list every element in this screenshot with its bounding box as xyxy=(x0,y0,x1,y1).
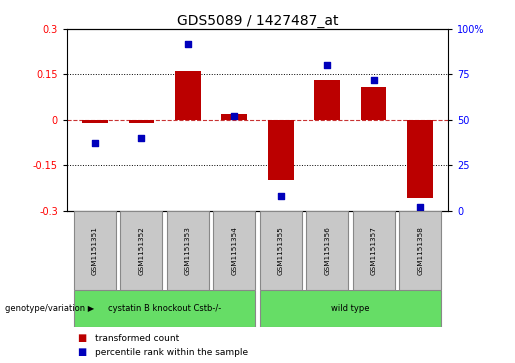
Bar xyxy=(361,86,386,120)
Text: GSM1151357: GSM1151357 xyxy=(371,226,376,275)
Bar xyxy=(399,211,441,290)
Text: transformed count: transformed count xyxy=(95,334,180,343)
Text: GSM1151355: GSM1151355 xyxy=(278,226,284,275)
Bar xyxy=(74,290,255,327)
Text: GSM1151354: GSM1151354 xyxy=(231,226,237,275)
Text: GSM1151352: GSM1151352 xyxy=(139,226,144,275)
Bar xyxy=(260,211,302,290)
Bar xyxy=(175,72,200,120)
Bar xyxy=(74,211,116,290)
Bar xyxy=(82,120,108,123)
Text: cystatin B knockout Cstb-/-: cystatin B knockout Cstb-/- xyxy=(108,304,221,313)
Bar xyxy=(353,211,395,290)
Point xyxy=(323,62,331,68)
Point xyxy=(184,41,192,46)
Text: GSM1151353: GSM1151353 xyxy=(185,226,191,275)
Bar xyxy=(260,290,441,327)
Bar xyxy=(268,120,294,180)
Text: wild type: wild type xyxy=(331,304,370,313)
Bar xyxy=(306,211,348,290)
Point xyxy=(277,193,285,199)
Bar xyxy=(213,211,255,290)
Bar xyxy=(315,81,340,120)
Title: GDS5089 / 1427487_at: GDS5089 / 1427487_at xyxy=(177,14,338,28)
Text: GSM1151351: GSM1151351 xyxy=(92,226,98,275)
Text: percentile rank within the sample: percentile rank within the sample xyxy=(95,348,248,356)
Text: ■: ■ xyxy=(77,347,87,357)
Point xyxy=(230,113,238,119)
Bar xyxy=(129,120,154,123)
Point xyxy=(370,77,378,83)
Text: genotype/variation ▶: genotype/variation ▶ xyxy=(5,304,94,313)
Point xyxy=(137,135,145,141)
Bar xyxy=(167,211,209,290)
Bar xyxy=(407,120,433,199)
Bar xyxy=(221,114,247,120)
Bar xyxy=(120,211,162,290)
Text: ■: ■ xyxy=(77,333,87,343)
Text: GSM1151356: GSM1151356 xyxy=(324,226,330,275)
Point xyxy=(91,140,99,146)
Text: GSM1151358: GSM1151358 xyxy=(417,226,423,275)
Point xyxy=(416,204,424,210)
